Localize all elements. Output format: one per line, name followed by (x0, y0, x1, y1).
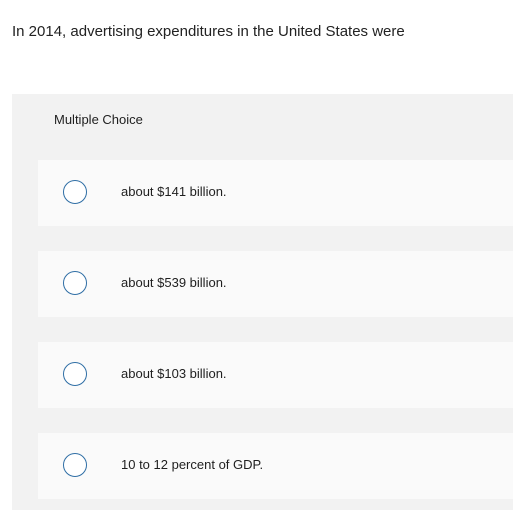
radio-button[interactable] (63, 362, 87, 386)
answer-option-2[interactable]: about $539 billion. (38, 251, 513, 317)
radio-button[interactable] (63, 453, 87, 477)
radio-button[interactable] (63, 271, 87, 295)
answer-option-label: about $103 billion. (121, 366, 227, 381)
answer-option-1[interactable]: about $141 billion. (38, 160, 513, 226)
answer-option-label: 10 to 12 percent of GDP. (121, 457, 264, 472)
answer-option-label: about $539 billion. (121, 275, 227, 290)
answer-option-label: about $141 billion. (121, 184, 227, 199)
radio-button[interactable] (63, 180, 87, 204)
answer-option-4[interactable]: 10 to 12 percent of GDP. (38, 433, 513, 499)
question-text: In 2014, advertising expenditures in the… (12, 23, 405, 40)
multiple-choice-header: Multiple Choice (54, 112, 143, 127)
answer-option-3[interactable]: about $103 billion. (38, 342, 513, 408)
multiple-choice-panel: Multiple Choice about $141 billion. abou… (12, 94, 513, 510)
